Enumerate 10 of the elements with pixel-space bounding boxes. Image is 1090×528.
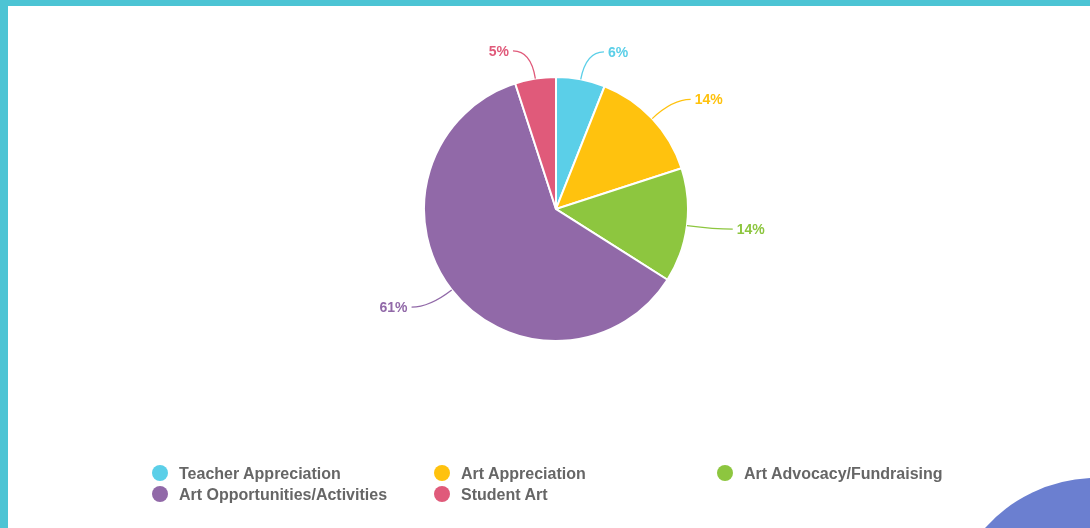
legend-label: Art Advocacy/Fundraising: [744, 464, 943, 482]
data-label: 61%: [379, 298, 409, 315]
legend-label: Art Appreciation: [461, 464, 586, 482]
legend-label: Teacher Appreciation: [179, 464, 341, 482]
data-label: 14%: [694, 91, 724, 108]
data-label: 6%: [607, 43, 629, 60]
legend-label: Student Art: [461, 485, 549, 503]
data-label: 14%: [736, 220, 766, 237]
legend-label: Art Opportunities/Activities: [179, 485, 388, 503]
data-label: 5%: [488, 42, 510, 59]
